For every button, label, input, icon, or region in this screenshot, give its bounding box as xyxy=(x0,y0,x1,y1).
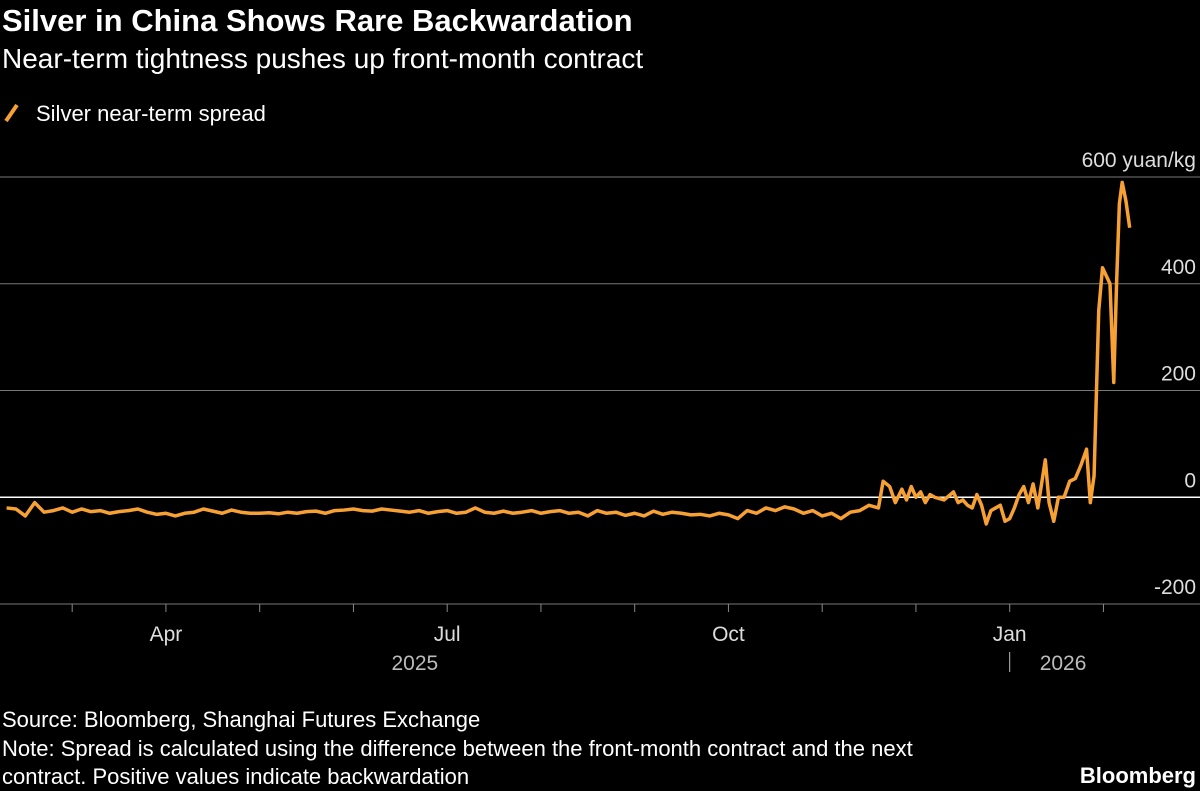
note-line: Note: Spread is calculated using the dif… xyxy=(2,736,913,761)
note-line: contract. Positive values indicate backw… xyxy=(2,764,469,789)
y-tick-label: 400 xyxy=(1161,256,1196,279)
x-tick-label: Apr xyxy=(150,623,183,646)
year-label: 2026 xyxy=(1040,652,1087,675)
source: Source: Bloomberg, Shanghai Futures Exch… xyxy=(2,707,480,732)
chart-title: Silver in China Shows Rare Backwardation xyxy=(2,3,633,38)
x-tick-label: Jan xyxy=(993,623,1027,646)
legend-label: Silver near-term spread xyxy=(36,101,266,126)
brand: Bloomberg xyxy=(1080,763,1196,788)
year-label: 2025 xyxy=(391,652,438,675)
y-tick-label: -200 xyxy=(1154,576,1196,599)
chart-subtitle: Near-term tightness pushes up front-mont… xyxy=(2,43,643,74)
x-tick-label: Jul xyxy=(434,623,461,646)
y-tick-label: 200 xyxy=(1161,363,1196,386)
y-tick-label: 0 xyxy=(1184,469,1196,492)
legend-swatch xyxy=(4,103,19,123)
x-tick-label: Oct xyxy=(712,623,745,646)
series-line xyxy=(6,180,1132,526)
y-tick-label: 600 yuan/kg xyxy=(1082,149,1196,172)
